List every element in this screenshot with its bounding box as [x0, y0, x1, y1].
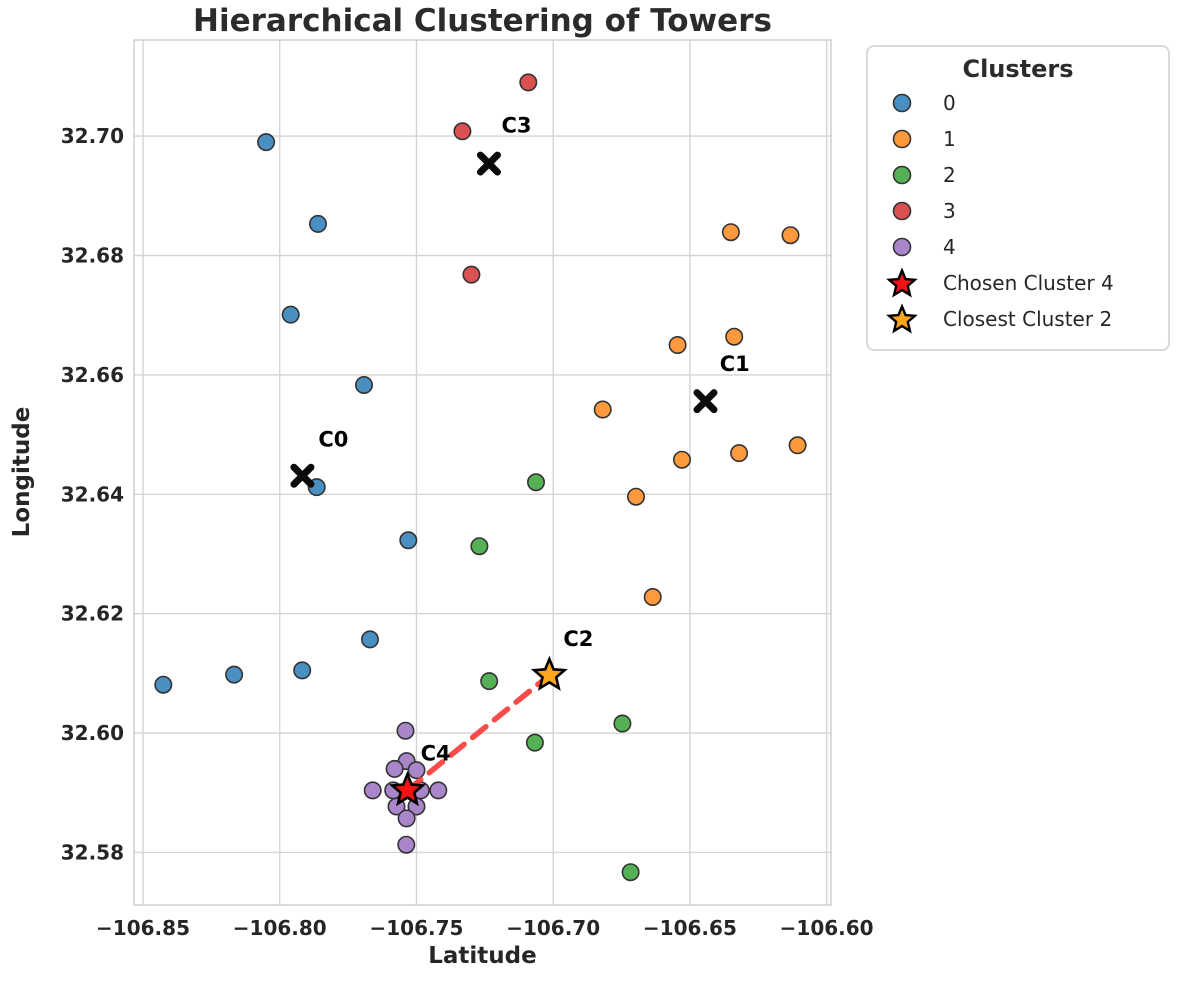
- centroid-label-C1: C1: [720, 352, 750, 376]
- data-point-cluster-0: [225, 665, 244, 684]
- data-point-cluster-3: [462, 265, 481, 284]
- gridlines: [134, 40, 831, 905]
- centroid-x-marker-C3: [476, 151, 501, 176]
- data-point-cluster-1: [788, 436, 807, 455]
- legend-item-label: 3: [943, 199, 956, 223]
- data-point-cluster-0: [308, 214, 327, 233]
- legend-item-label: 0: [943, 91, 956, 115]
- data-point-cluster-1: [668, 335, 687, 354]
- data-point-cluster-3: [453, 122, 472, 141]
- data-point-cluster-4: [385, 759, 404, 778]
- data-point-cluster-4: [363, 781, 382, 800]
- y-tick-label: 32.66: [61, 363, 124, 387]
- legend-item-label: Chosen Cluster 4: [943, 271, 1114, 295]
- legend-circle-icon: [892, 165, 912, 185]
- legend-title: Clusters: [962, 55, 1074, 83]
- legend-item: Chosen Cluster 4: [868, 265, 1168, 301]
- data-point-cluster-2: [480, 672, 499, 691]
- legend-item-label: Closest Cluster 2: [943, 307, 1113, 331]
- data-point-cluster-1: [725, 327, 744, 346]
- y-tick-label: 32.58: [61, 840, 124, 864]
- data-point-cluster-0: [293, 661, 312, 680]
- y-tick-label: 32.70: [61, 124, 124, 148]
- data-point-cluster-0: [257, 133, 276, 152]
- x-tick-label: −106.85: [96, 916, 190, 940]
- data-point-cluster-1: [721, 223, 740, 242]
- data-point-cluster-0: [360, 630, 379, 649]
- cluster-1-points: [593, 223, 807, 606]
- x-tick-label: −106.70: [506, 916, 600, 940]
- legend-circle-icon: [892, 93, 912, 113]
- data-point-cluster-1: [730, 444, 749, 463]
- plot-border: [133, 39, 832, 906]
- data-point-cluster-4: [397, 809, 416, 828]
- data-point-cluster-1: [643, 587, 662, 606]
- data-point-cluster-2: [526, 473, 545, 492]
- x-axis-label: Latitude: [428, 943, 537, 969]
- cluster-0-points: [154, 133, 418, 694]
- y-tick-label: 32.62: [61, 602, 124, 626]
- legend-item-label: 2: [943, 163, 956, 187]
- legend-circle-icon: [892, 201, 912, 221]
- centroid-label-C4: C4: [421, 741, 451, 765]
- centroid-connection-line: [404, 672, 553, 794]
- legend-star-icon: [886, 303, 918, 334]
- x-tick-label: −106.75: [369, 916, 463, 940]
- data-point-cluster-0: [399, 531, 418, 550]
- data-point-cluster-3: [519, 73, 538, 92]
- centroid-x-marker-C0: [290, 463, 315, 488]
- x-tick-label: −106.65: [643, 916, 737, 940]
- data-point-cluster-4: [396, 721, 415, 740]
- legend: Clusters 0 1 2 3 4 Chosen Cluster 4 Closest Cl…: [866, 45, 1170, 351]
- data-point-cluster-0: [281, 305, 300, 324]
- legend-star-icon: [886, 267, 918, 298]
- legend-circle-icon: [892, 129, 912, 149]
- star-marker-C2: [530, 655, 568, 691]
- cluster-4-points: [363, 721, 448, 854]
- data-point-cluster-1: [593, 400, 612, 419]
- y-tick-label: 32.64: [61, 482, 124, 506]
- legend-item: 0: [868, 85, 1168, 121]
- data-point-cluster-1: [672, 450, 691, 469]
- data-point-cluster-4: [397, 835, 416, 854]
- centroid-x-marker-C1: [693, 389, 718, 414]
- data-point-cluster-0: [354, 375, 373, 394]
- cluster-3-points: [453, 73, 538, 284]
- legend-item: 1: [868, 121, 1168, 157]
- data-point-cluster-4: [407, 761, 426, 780]
- y-tick-label: 32.60: [61, 721, 124, 745]
- legend-item-label: 4: [943, 235, 956, 259]
- x-tick-label: −106.60: [780, 916, 874, 940]
- legend-item-label: 1: [943, 127, 956, 151]
- data-point-cluster-2: [525, 733, 544, 752]
- y-tick-label: 32.68: [61, 244, 124, 268]
- centroid-label-C0: C0: [318, 427, 348, 451]
- y-axis-label: Longitude: [9, 406, 35, 538]
- data-point-cluster-2: [470, 537, 489, 556]
- data-point-cluster-1: [626, 487, 645, 506]
- legend-items: 0 1 2 3 4 Chosen Cluster 4 Closest Cluster 2: [868, 85, 1168, 337]
- centroid-label-C2: C2: [563, 627, 593, 651]
- legend-circle-icon: [892, 237, 912, 257]
- legend-item: 2: [868, 157, 1168, 193]
- data-point-cluster-2: [621, 863, 640, 882]
- chart-title: Hierarchical Clustering of Towers: [193, 3, 772, 39]
- star-marker-C4: [389, 770, 426, 807]
- legend-item: Closest Cluster 2: [868, 301, 1168, 337]
- data-point-cluster-2: [613, 714, 632, 733]
- legend-item: 4: [868, 229, 1168, 265]
- data-point-cluster-4: [429, 781, 448, 800]
- data-point-cluster-0: [154, 675, 173, 694]
- data-point-cluster-1: [781, 226, 800, 245]
- centroid-label-C3: C3: [502, 113, 532, 137]
- x-tick-label: −106.80: [233, 916, 327, 940]
- cluster-2-points: [470, 473, 640, 882]
- legend-item: 3: [868, 193, 1168, 229]
